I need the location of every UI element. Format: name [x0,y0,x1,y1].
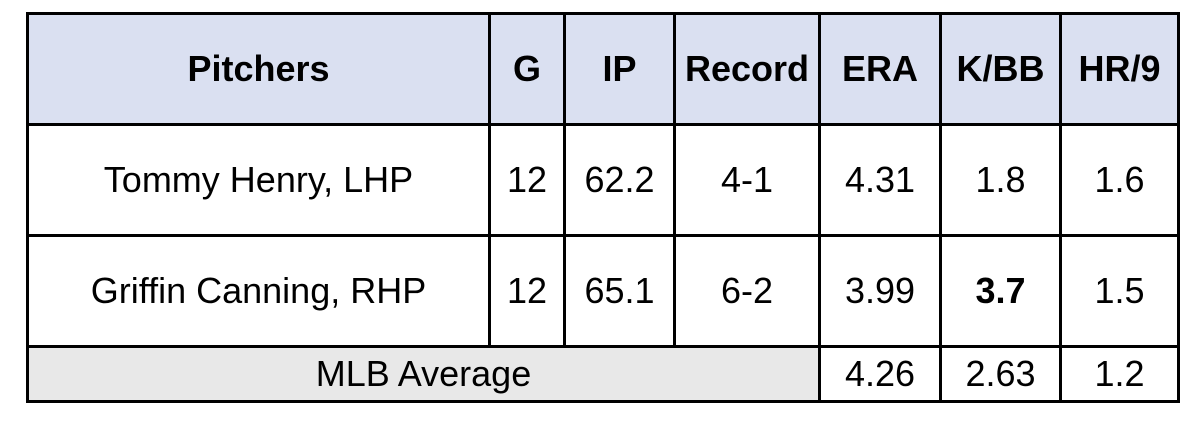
header-record: Record [673,12,821,126]
hr9-cell: 1.6 [1059,123,1180,237]
record-cell: 6-2 [673,234,821,348]
innings-cell: 65.1 [563,234,676,348]
pitcher-name: Tommy Henry, LHP [26,123,491,237]
pitching-stats-table: Pitchers G IP Record ERA K/BB HR/9 Tommy… [26,12,1180,403]
innings-cell: 62.2 [563,123,676,237]
header-hr9: HR/9 [1059,12,1180,126]
avg-hr9-cell: 1.2 [1059,345,1180,403]
header-ip: IP [563,12,676,126]
header-row: Pitchers G IP Record ERA K/BB HR/9 [26,12,1180,126]
mlb-average-row: MLB Average 4.26 2.63 1.2 [26,345,1180,403]
era-cell: 4.31 [818,123,942,237]
mlb-average-label: MLB Average [26,345,821,403]
header-kbb: K/BB [939,12,1062,126]
avg-kbb-cell: 2.63 [939,345,1062,403]
hr9-cell: 1.5 [1059,234,1180,348]
kbb-cell: 1.8 [939,123,1062,237]
table-row: Tommy Henry, LHP 12 62.2 4-1 4.31 1.8 1.… [26,123,1180,237]
games-cell: 12 [488,123,566,237]
kbb-cell-highlight: 3.7 [939,234,1062,348]
avg-era-cell: 4.26 [818,345,942,403]
record-cell: 4-1 [673,123,821,237]
table-row: Griffin Canning, RHP 12 65.1 6-2 3.99 3.… [26,234,1180,348]
header-pitchers: Pitchers [26,12,491,126]
games-cell: 12 [488,234,566,348]
pitcher-name: Griffin Canning, RHP [26,234,491,348]
era-cell: 3.99 [818,234,942,348]
header-g: G [488,12,566,126]
header-era: ERA [818,12,942,126]
